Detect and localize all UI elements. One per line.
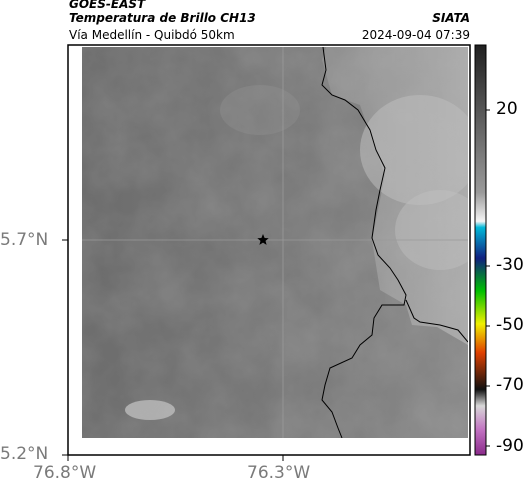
colorbar-tick-label: -90 [496, 436, 524, 456]
timestamp: 2024-09-04 07:39 [361, 28, 470, 42]
region-label: Vía Medellín - Quibdó 50km [69, 28, 235, 42]
colorbar-tick-label: -50 [496, 315, 524, 335]
colorbar-tick-label: 20 [496, 99, 518, 119]
border-line [321, 47, 407, 438]
x-tick-label: 76.3°W [247, 463, 311, 483]
y-tick-label: 5.7°N [0, 230, 49, 250]
colorbar [474, 44, 490, 456]
y-tick-label: 5.2°N [0, 444, 49, 464]
satellite-name: GOES-EAST [69, 0, 146, 11]
product-title: Temperatura de Brillo CH13 [69, 11, 256, 25]
colorbar-tick-label: -30 [496, 255, 524, 275]
colorbar-tick-label: -70 [496, 375, 524, 395]
star-icon [257, 234, 269, 245]
x-tick-label: 76.8°W [33, 463, 97, 483]
organization-name: SIATA [432, 11, 470, 25]
